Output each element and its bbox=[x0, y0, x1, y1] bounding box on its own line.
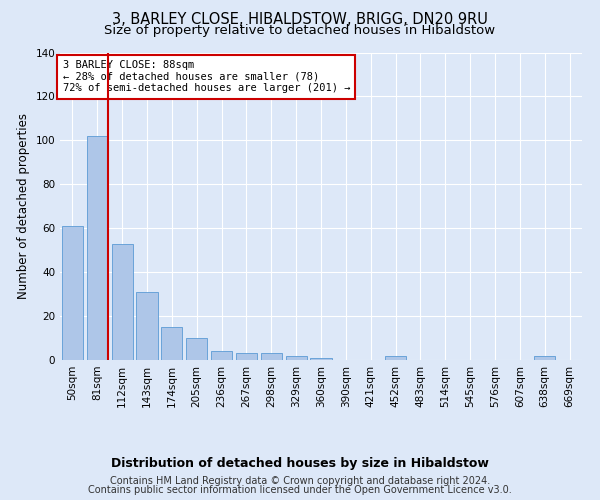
Text: 3 BARLEY CLOSE: 88sqm
← 28% of detached houses are smaller (78)
72% of semi-deta: 3 BARLEY CLOSE: 88sqm ← 28% of detached … bbox=[62, 60, 350, 94]
Bar bbox=[186, 338, 207, 360]
Text: Distribution of detached houses by size in Hibaldstow: Distribution of detached houses by size … bbox=[111, 458, 489, 470]
Bar bbox=[211, 351, 232, 360]
Text: 3, BARLEY CLOSE, HIBALDSTOW, BRIGG, DN20 9RU: 3, BARLEY CLOSE, HIBALDSTOW, BRIGG, DN20… bbox=[112, 12, 488, 28]
Bar bbox=[534, 356, 555, 360]
Bar bbox=[261, 354, 282, 360]
Text: Size of property relative to detached houses in Hibaldstow: Size of property relative to detached ho… bbox=[104, 24, 496, 37]
Bar bbox=[286, 356, 307, 360]
Bar bbox=[112, 244, 133, 360]
Bar bbox=[385, 356, 406, 360]
Bar bbox=[236, 354, 257, 360]
Bar bbox=[310, 358, 332, 360]
Bar bbox=[136, 292, 158, 360]
Bar bbox=[62, 226, 83, 360]
Text: Contains HM Land Registry data © Crown copyright and database right 2024.: Contains HM Land Registry data © Crown c… bbox=[110, 476, 490, 486]
Bar bbox=[161, 327, 182, 360]
Text: Contains public sector information licensed under the Open Government Licence v3: Contains public sector information licen… bbox=[88, 485, 512, 495]
Bar bbox=[87, 136, 108, 360]
Y-axis label: Number of detached properties: Number of detached properties bbox=[17, 114, 30, 299]
